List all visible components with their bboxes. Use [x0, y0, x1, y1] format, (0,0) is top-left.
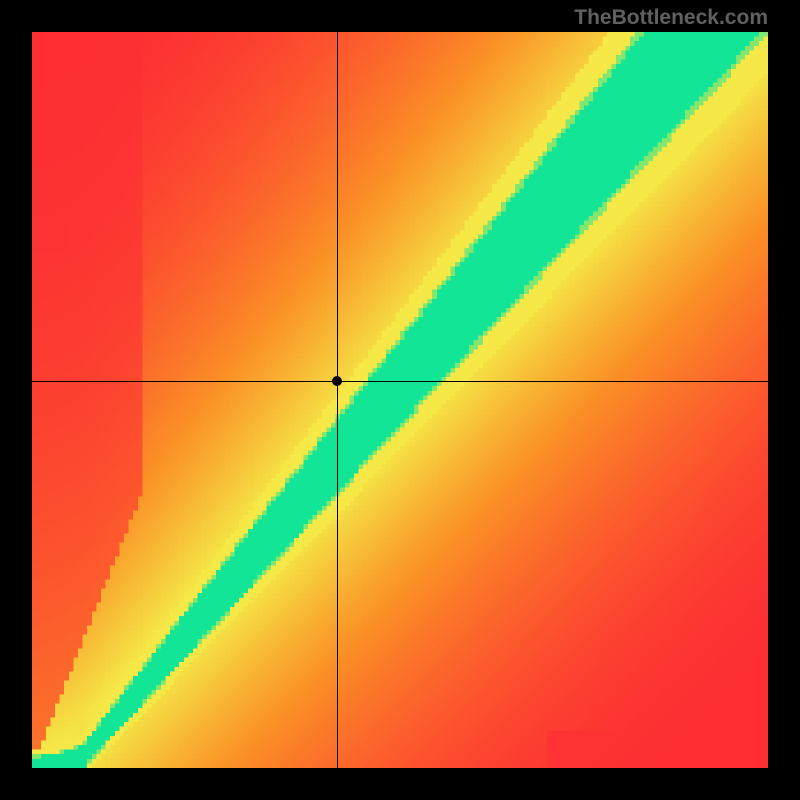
chart-container: TheBottleneck.com	[0, 0, 800, 800]
watermark-text: TheBottleneck.com	[574, 6, 768, 30]
heatmap-canvas	[32, 32, 768, 768]
heatmap-plot	[32, 32, 768, 768]
crosshair-vertical	[337, 32, 338, 768]
data-point-marker	[332, 376, 342, 386]
crosshair-horizontal	[32, 381, 768, 382]
